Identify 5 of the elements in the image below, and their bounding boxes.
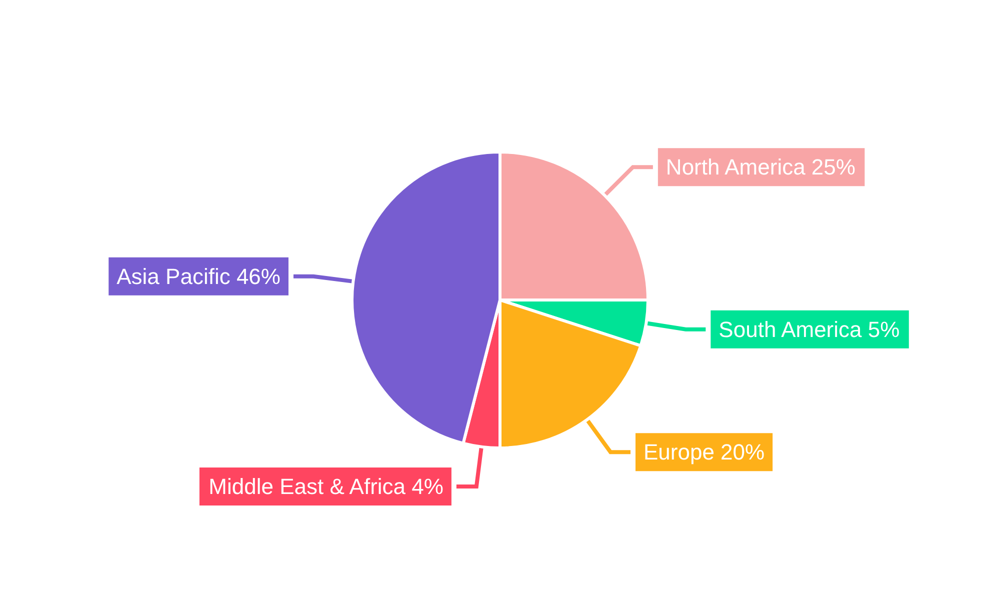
slice-label: Asia Pacific 46% <box>116 264 280 289</box>
slice-label: Europe 20% <box>644 440 765 465</box>
slice-label: North America 25% <box>666 154 856 180</box>
slice-label: South America 5% <box>718 316 900 342</box>
slice-label: Middle East & Africa 4% <box>208 474 444 500</box>
